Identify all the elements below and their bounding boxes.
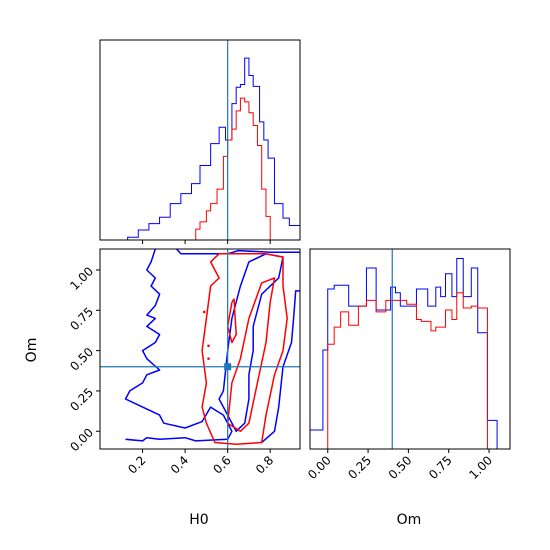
joint-x-tick-label-1: 0.2: [125, 453, 148, 476]
plot-frames: [99, 39, 511, 450]
joint-y-tick-label-1: 0.00: [67, 425, 96, 454]
truth-lines: [100, 40, 393, 449]
panel-bg-h0hist: [100, 40, 300, 240]
red-dot-3: [202, 310, 206, 314]
plot-backgrounds: [100, 40, 510, 449]
panel-frame-h0hist: [99, 39, 301, 241]
panel-frame-omhist: [309, 248, 511, 450]
red-dot-1: [207, 344, 210, 348]
contour-red-1: [201, 253, 288, 445]
joint-x-tick-label-3: 0.6: [210, 453, 233, 476]
y-axis-label-om: Om: [24, 338, 40, 363]
om-hist-blue: [310, 258, 510, 449]
om-hist-red: [327, 292, 488, 449]
h0-hist-red: [195, 97, 275, 240]
om-hist-x-tick-label-5: 1.00: [466, 453, 495, 482]
joint-y-tick-label-4: 0.75: [67, 305, 96, 334]
contour-blue-3: [261, 290, 300, 444]
joint-y-tick-label-3: 0.50: [67, 345, 96, 374]
h0-hist-blue: [100, 57, 300, 240]
x-axis-label-h0: H0: [189, 512, 208, 528]
plot-data: [100, 40, 510, 449]
joint-x-tick-label-4: 0.8: [253, 453, 276, 476]
om-hist-x-tick-label-3: 0.50: [386, 453, 415, 482]
contour-red-3: [226, 298, 237, 344]
truth-marker: [224, 363, 232, 371]
panel-bg-omhist: [310, 249, 510, 449]
red-dot-2: [207, 357, 210, 360]
joint-y-tick-label-5: 1.00: [67, 264, 96, 293]
contour-blue-1: [124, 249, 233, 442]
contour-red-2: [226, 277, 276, 433]
x-axis-label-om: Om: [397, 512, 422, 528]
joint-y-tick-label-2: 0.25: [67, 385, 96, 414]
om-hist-x-tick-label-1: 0.00: [305, 453, 334, 482]
om-histogram: [310, 258, 510, 449]
om-hist-x-tick-label-2: 0.25: [345, 453, 374, 482]
panel-frame-joint: [99, 248, 301, 450]
om-hist-x-tick-label-4: 0.75: [426, 453, 455, 482]
joint-x-tick-label-2: 0.4: [168, 453, 191, 476]
h0-histogram: [100, 57, 300, 240]
